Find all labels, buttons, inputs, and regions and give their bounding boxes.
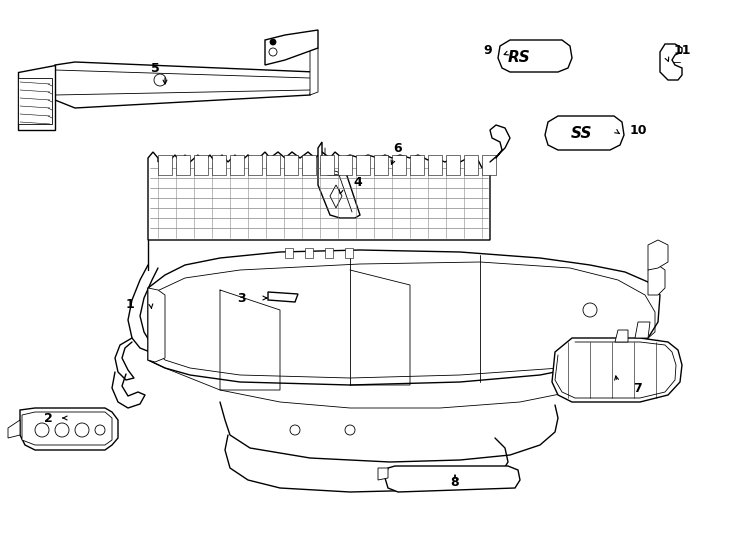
Polygon shape [374,155,388,175]
Text: 1: 1 [126,299,134,312]
Polygon shape [320,155,334,175]
Polygon shape [268,292,298,302]
Circle shape [270,39,276,45]
Polygon shape [392,155,406,175]
Polygon shape [446,155,460,175]
Polygon shape [635,322,650,338]
Text: 2: 2 [43,411,52,424]
Polygon shape [148,288,165,362]
Polygon shape [212,155,226,175]
Circle shape [55,423,69,437]
Polygon shape [428,155,442,175]
Text: 7: 7 [633,381,642,395]
Polygon shape [660,44,682,80]
Polygon shape [248,155,262,175]
Polygon shape [285,248,293,258]
Circle shape [35,423,49,437]
Circle shape [75,423,89,437]
Polygon shape [648,265,665,295]
Polygon shape [318,142,360,218]
Text: RS: RS [508,51,531,65]
Polygon shape [194,155,208,175]
Polygon shape [552,338,682,402]
Circle shape [345,425,355,435]
Polygon shape [345,248,353,258]
Polygon shape [325,248,333,258]
Circle shape [269,48,277,56]
Text: 6: 6 [393,141,402,154]
Polygon shape [385,466,520,492]
Text: 5: 5 [150,62,159,75]
Text: 8: 8 [451,476,459,489]
Polygon shape [265,30,318,65]
Polygon shape [176,155,190,175]
Polygon shape [338,155,352,175]
Text: 3: 3 [238,292,247,305]
Polygon shape [266,155,280,175]
Text: 10: 10 [629,124,647,137]
Circle shape [154,74,166,86]
Polygon shape [482,155,496,175]
Polygon shape [284,155,298,175]
Polygon shape [158,155,172,175]
Polygon shape [648,240,668,270]
Polygon shape [22,412,112,445]
Circle shape [290,425,300,435]
Text: 9: 9 [484,44,493,57]
Polygon shape [330,185,342,208]
Text: 4: 4 [354,177,363,190]
Text: 11: 11 [673,44,691,57]
Polygon shape [302,155,316,175]
Polygon shape [8,420,20,438]
Circle shape [95,425,105,435]
Polygon shape [310,48,318,95]
Polygon shape [410,155,424,175]
Polygon shape [545,116,624,150]
Polygon shape [18,78,52,124]
Polygon shape [305,248,313,258]
Text: SS: SS [571,125,593,140]
Polygon shape [230,155,244,175]
Polygon shape [498,40,572,72]
Polygon shape [378,468,388,480]
Polygon shape [464,155,478,175]
Polygon shape [20,408,118,450]
Polygon shape [55,62,315,108]
Polygon shape [18,65,55,130]
Polygon shape [356,155,370,175]
Polygon shape [148,152,490,240]
Polygon shape [615,330,628,342]
Circle shape [583,303,597,317]
Polygon shape [148,250,660,385]
